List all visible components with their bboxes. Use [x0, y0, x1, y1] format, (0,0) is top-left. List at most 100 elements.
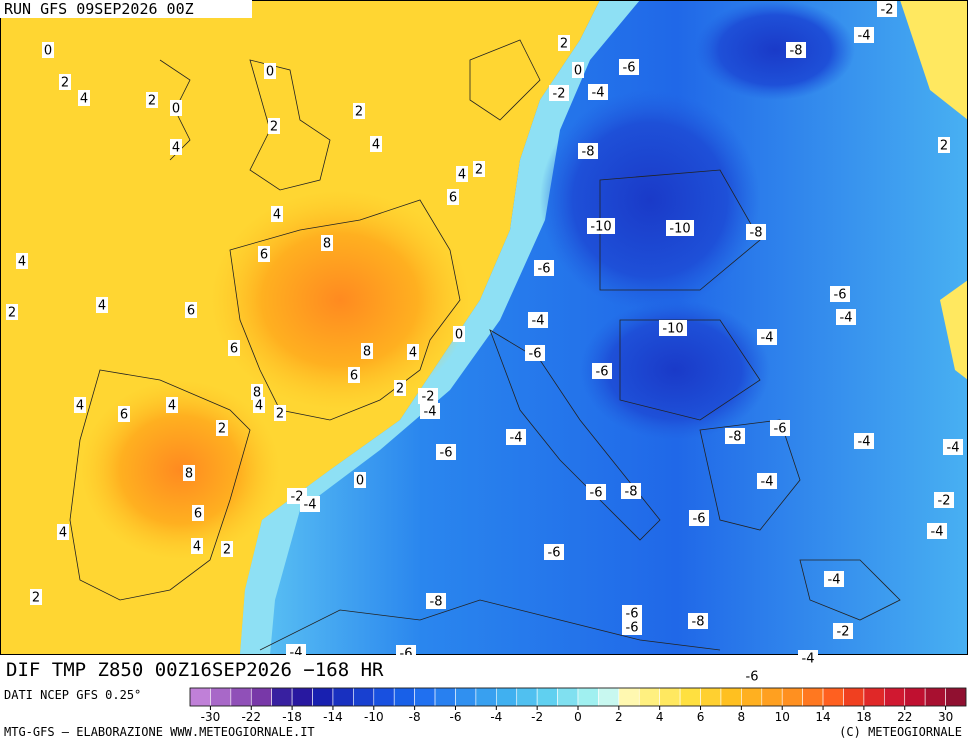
colorbar-tick-label: -10 [364, 710, 384, 724]
contour-label: -6 [626, 607, 639, 622]
label-box [183, 465, 195, 481]
contour-label: 0 [356, 474, 364, 489]
label-box [78, 90, 90, 106]
label-box [525, 345, 545, 361]
label-box [274, 405, 286, 421]
contour-label: 6 [187, 304, 195, 319]
label-box [456, 166, 468, 182]
colorbar-swatch [189, 687, 211, 707]
colorbar: -30 -22 -18 -14 -10 -8 -6 -4 -2 0 2 4 6 8 10 14 18 22 30 [189, 687, 967, 724]
colorbar-tick-label: -22 [241, 710, 261, 724]
contour-label: 4 [80, 92, 88, 107]
label-box [943, 439, 963, 455]
label-box [558, 35, 570, 51]
map-title: DIF TMP Z850 00Z16SEP2026 −168 HR [6, 659, 384, 681]
contour-label: 4 [458, 168, 466, 183]
label-box [473, 161, 485, 177]
colorbar-tick-label: 30 [938, 710, 953, 724]
colorbar-tick-label: -2 [531, 710, 543, 724]
contour-label: 2 [61, 76, 69, 91]
label-box [170, 100, 182, 116]
colorbar-swatch [598, 687, 620, 707]
contour-label: -4 [424, 405, 437, 420]
colorbar-tick-label: 18 [856, 710, 871, 724]
label-box [258, 246, 270, 262]
contour-label: 6 [194, 507, 202, 522]
label-box [578, 143, 598, 159]
contour-label: 8 [363, 345, 371, 360]
label-box [166, 397, 178, 413]
contour-label: -2 [553, 87, 566, 102]
colorbar-swatch [291, 687, 313, 707]
label-box [321, 235, 333, 251]
contour-label: -8 [790, 44, 803, 59]
label-box [16, 253, 28, 269]
label-box [453, 326, 465, 342]
cold-core [540, 90, 760, 310]
contour-label: 2 [940, 139, 948, 154]
colorbar-swatch [434, 687, 456, 707]
colorbar-swatch [536, 687, 558, 707]
cold-core [695, 0, 855, 100]
label-box [757, 329, 777, 345]
contour-label: -8 [430, 595, 443, 610]
contour-label: -4 [858, 29, 871, 44]
colorbar-swatch [822, 687, 844, 707]
colorbar-swatch [475, 687, 497, 707]
contour-label: 4 [168, 399, 176, 414]
colorbar-tick-label: 6 [697, 710, 705, 724]
contour-label: 4 [255, 399, 263, 414]
label-box [253, 397, 265, 413]
header-box [0, 0, 252, 18]
label-box [185, 302, 197, 318]
colorbar-swatch [618, 687, 640, 707]
contour-label: -6 [626, 621, 639, 636]
colorbar-swatch [271, 687, 293, 707]
label-box [742, 668, 762, 684]
contour-label: -2 [938, 494, 951, 509]
credit-right: (C) METEOGIORNALE [839, 725, 962, 739]
contour-label: 4 [172, 141, 180, 156]
contour-label: 8 [185, 467, 193, 482]
contour-label: 4 [372, 138, 380, 153]
label-box [877, 1, 897, 17]
colorbar-tick-label: 22 [897, 710, 912, 724]
colorbar-swatch [659, 687, 681, 707]
run-header: RUN GFS 09SEP2026 00Z [4, 0, 194, 18]
label-box [725, 428, 745, 444]
label-box [528, 312, 548, 328]
contour-label: -8 [582, 145, 595, 160]
label-box [221, 541, 233, 557]
label-box [42, 42, 54, 58]
label-box [659, 320, 687, 336]
label-box [170, 139, 182, 155]
colorbar-swatch [230, 687, 252, 707]
colorbar-swatch [924, 687, 946, 707]
contour-label: 4 [59, 526, 67, 541]
contour-label: 0 [266, 65, 274, 80]
label-box [6, 304, 18, 320]
colorbar-swatch [904, 687, 926, 707]
label-box [836, 309, 856, 325]
label-box [622, 619, 642, 635]
contour-label: 6 [230, 342, 238, 357]
contour-label: 0 [574, 64, 582, 79]
colorbar-swatch [577, 687, 599, 707]
contour-label: -4 [532, 314, 545, 329]
contour-label: 4 [273, 208, 281, 223]
colorbar-tick-label: -4 [490, 710, 502, 724]
contour-label: 2 [32, 591, 40, 606]
contour-label: -4 [510, 431, 523, 446]
colorbar-swatch [945, 687, 967, 707]
contour-label: 2 [276, 407, 284, 422]
contour-label: -4 [828, 573, 841, 588]
contour-label: -10 [590, 220, 611, 235]
contour-label: 2 [270, 120, 278, 135]
label-box [146, 92, 158, 108]
contour-label: -4 [858, 435, 871, 450]
contour-label: -10 [669, 222, 690, 237]
label-box [271, 206, 283, 222]
label-box [420, 403, 440, 419]
label-box [96, 297, 108, 313]
